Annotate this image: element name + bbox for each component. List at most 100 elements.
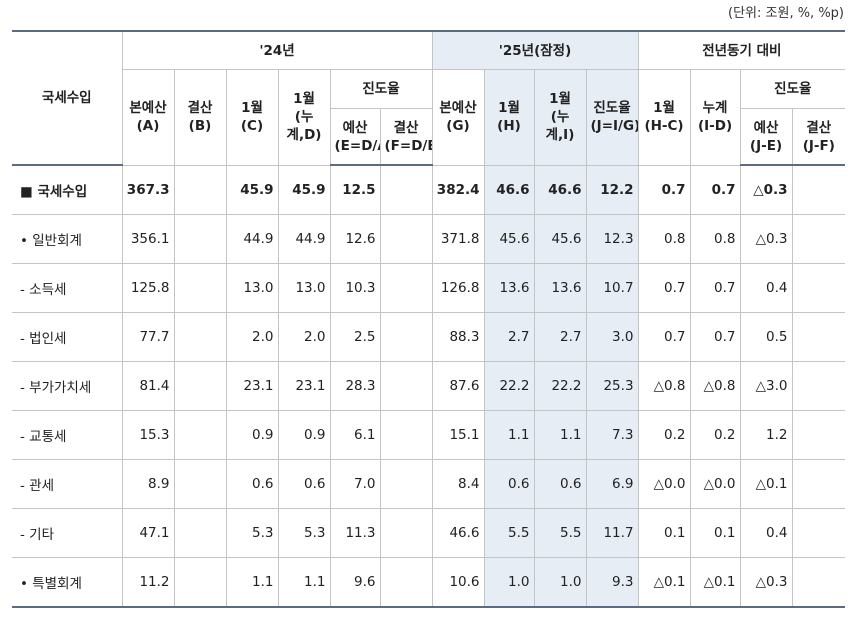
row-label: - 부가가치세 [12,361,123,411]
row-label: - 관세 [12,459,123,509]
row-label: - 소득세 [12,263,123,313]
cell: 22.2 [483,361,535,411]
cell: 45.9 [225,164,279,215]
col-head: 진도율 [329,69,433,109]
cell: 12.6 [329,214,381,264]
cell [173,164,227,215]
cell: 0.9 [277,410,331,460]
unit-note: (단위: 조원, %, %p) [728,6,844,21]
cell: 1.2 [739,410,793,460]
group: '24년 [121,30,433,70]
cell: 0.9 [225,410,279,460]
cell: 15.3 [121,410,175,460]
row: - 부가가치세 81.4 23.1 23.1 28.3 87.6 22.2 22.2 25.3 △… [12,361,846,411]
cell: 2.0 [225,312,279,362]
cell: 382.4 [431,164,485,215]
group: 전년동기 대비 [637,30,846,70]
row: - 기타 47.1 5.3 5.3 11.3 46.6 5.5 5.5 11.7 0.1 0.1 0.… [12,508,846,558]
cell: 0.2 [637,410,691,460]
cell [173,508,227,558]
cell [379,410,433,460]
cell: 5.3 [225,508,279,558]
col-head: 예산 (E=D/A) [330,108,381,166]
cell [379,164,433,215]
col-head: 진도율 (J=I/G) [585,69,639,166]
cell: 10.6 [431,557,485,608]
row-label: - 기타 [12,508,123,558]
cell: 0.8 [689,214,741,264]
corner: 국세수입 [12,30,123,166]
row: - 교통세 15.3 0.9 0.9 6.1 15.1 1.1 1.1 7.3 0.2 0.2 1.2 [12,410,846,460]
col-head: 결산 (B) [173,69,227,166]
cell: 0.4 [739,508,793,558]
cell: 0.6 [277,459,331,509]
cell: 22.2 [533,361,587,411]
cell: 10.3 [329,263,381,313]
cell: 1.1 [277,557,331,608]
col-head: 1월 (누계,D) [277,69,331,166]
cell [379,508,433,558]
cell: 2.7 [533,312,587,362]
cell: 81.4 [121,361,175,411]
cell: 13.0 [277,263,331,313]
group: '25년(잠정) [431,30,639,70]
cell [791,508,846,558]
cell: 6.9 [585,459,639,509]
cell: 88.3 [431,312,485,362]
row: - 관세 8.9 0.6 0.6 7.0 8.4 0.6 0.6 6.9 △0.0 △0.0 △0.1 [12,459,846,509]
cell: 8.4 [431,459,485,509]
cell: 25.3 [585,361,639,411]
row: • 특별회계 11.2 1.1 1.1 9.6 10.6 1.0 1.0 9.3 △0.1 △0.1… [12,557,846,608]
cell: 0.7 [689,312,741,362]
cell [379,263,433,313]
cell: 10.7 [585,263,639,313]
cell: 125.8 [121,263,175,313]
cell: 367.3 [121,164,175,215]
cell [791,263,846,313]
cell: 45.6 [483,214,535,264]
cell: 47.1 [121,508,175,558]
cell: △0.8 [689,361,741,411]
cell: 2.7 [483,312,535,362]
cell: 87.6 [431,361,485,411]
cell: 11.3 [329,508,381,558]
cell: △0.1 [689,557,741,608]
cell: 45.6 [533,214,587,264]
cell: 0.8 [637,214,691,264]
col-head: 1월 (C) [225,69,279,166]
cell: 0.1 [689,508,741,558]
row-label: • 일반회계 [12,214,123,264]
cell: 7.0 [329,459,381,509]
cell: △0.1 [637,557,691,608]
cell: 0.7 [689,263,741,313]
cell: 1.0 [533,557,587,608]
cell: 1.1 [225,557,279,608]
row-label: ■ 국세수입 [12,164,123,215]
cell: 11.2 [121,557,175,608]
cell: 0.7 [637,164,691,215]
cell: 13.0 [225,263,279,313]
cell: 46.6 [483,164,535,215]
cell [173,263,227,313]
cell: 0.6 [225,459,279,509]
row: • 일반회계 356.1 44.9 44.9 12.6 371.8 45.6 45.6 12.3… [12,214,846,264]
cell: 0.7 [689,164,741,215]
cell [791,410,846,460]
cell: 9.3 [585,557,639,608]
cell [379,557,433,608]
cell: 5.5 [533,508,587,558]
body: ■ 국세수입 367.3 45.9 45.9 12.5 382.4 46.6 46.6 12.2… [12,164,846,608]
cell: △0.8 [637,361,691,411]
cell: △0.3 [739,557,793,608]
cell: 28.3 [329,361,381,411]
cell: 13.6 [483,263,535,313]
cell: △0.3 [739,164,793,215]
col-head: 1월 (누계,I) [533,69,587,166]
cell: 12.5 [329,164,381,215]
cell: 2.0 [277,312,331,362]
cell: 45.9 [277,164,331,215]
cell: 0.7 [637,263,691,313]
cell: 0.1 [637,508,691,558]
row-label: • 특별회계 [12,557,123,608]
cell: 0.5 [739,312,793,362]
